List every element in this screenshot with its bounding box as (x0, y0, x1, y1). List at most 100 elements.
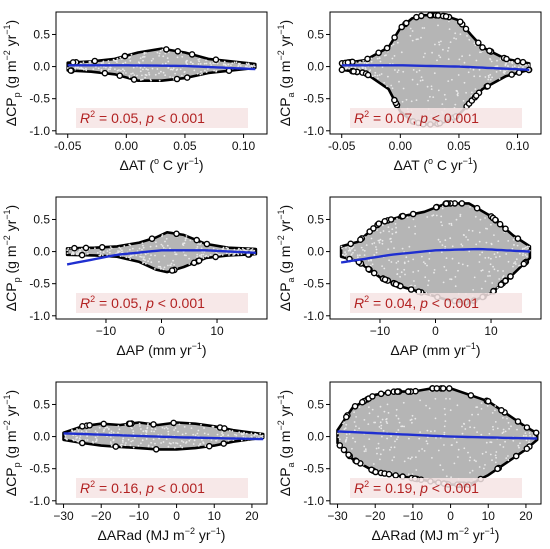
scatter-point (440, 215, 443, 218)
x-tick-label: -0.05 (328, 139, 356, 153)
scatter-point (490, 223, 492, 226)
scatter-point (501, 432, 504, 434)
scatter-point (150, 261, 153, 264)
scatter-point (476, 431, 478, 433)
x-axis-label-text2: yr (195, 527, 211, 543)
scatter-point (465, 91, 467, 94)
scatter-point (363, 450, 366, 453)
scatter-point (496, 251, 499, 254)
scatter-point-outlier (86, 421, 93, 429)
scatter-point (410, 284, 413, 287)
scatter-point (105, 66, 107, 69)
stat-r2-value: = 0.19, (369, 480, 420, 496)
scatter-point-outlier (462, 25, 470, 33)
scatter-point (128, 256, 131, 259)
scatter-point-outlier (523, 445, 531, 453)
scatter-point (121, 249, 123, 252)
scatter-point (478, 261, 481, 263)
scatter-point (381, 66, 384, 68)
scatter-point (109, 436, 112, 438)
scatter-point (418, 437, 421, 440)
scatter-point (450, 476, 452, 479)
scatter-point (74, 439, 77, 442)
scatter-point (443, 93, 446, 96)
scatter-point (237, 64, 240, 67)
scatter-point (488, 76, 490, 79)
scatter-point (151, 427, 153, 430)
scatter-point (206, 68, 209, 70)
scatter-point (468, 229, 470, 232)
scatter-point (344, 251, 346, 254)
scatter-point (235, 61, 238, 64)
scatter-point (74, 66, 77, 68)
scatter-point (463, 422, 465, 425)
x-axis-label: ΔAP (mm yr−1) (390, 341, 480, 358)
scatter-point (438, 43, 441, 46)
scatter-point (64, 434, 67, 437)
scatter-point (196, 256, 199, 258)
scatter-point (487, 78, 490, 81)
scatter-point (363, 249, 366, 252)
y-axis-label-sup2: −1 (2, 24, 12, 34)
scatter-point (154, 442, 156, 445)
scatter-point (355, 416, 357, 418)
scatter-point (371, 263, 374, 266)
x-tick-label: 0.05 (173, 139, 197, 153)
scatter-point (382, 230, 385, 232)
scatter-point (444, 245, 447, 248)
scatter-point (426, 85, 429, 88)
scatter-point (412, 69, 415, 71)
scatter-point (475, 460, 477, 463)
scatter-point (246, 248, 249, 250)
scatter-point (154, 254, 156, 257)
scatter-point (119, 247, 122, 250)
scatter-point (426, 429, 429, 432)
stat-background (76, 293, 248, 313)
x-tick-label: −20 (91, 509, 112, 523)
scatter-point (421, 27, 424, 29)
scatter-point (172, 67, 175, 70)
scatter-point (455, 218, 458, 221)
scatter-point (402, 401, 405, 404)
scatter-point-outlier (130, 76, 138, 83)
y-axis-label: ΔCPp (g m−2 yr−1) (2, 390, 22, 496)
scatter-point (197, 58, 200, 61)
scatter-point (162, 268, 165, 271)
scatter-point-outlier (391, 96, 398, 104)
scatter-point (490, 441, 493, 444)
x-axis-label-sup2: −1 (211, 526, 221, 536)
scatter-point (139, 425, 141, 427)
scatter-point (110, 430, 113, 433)
x-tick-label: −10 (96, 324, 117, 338)
scatter-point (516, 244, 519, 247)
x-axis-label: ΔAP (mm yr−1) (116, 341, 206, 358)
scatter-point (345, 66, 347, 69)
scatter-point-outlier (399, 212, 407, 220)
y-axis-label-sub: p (12, 92, 22, 97)
scatter-point (444, 420, 447, 422)
scatter-point (204, 445, 207, 447)
scatter-point (176, 56, 179, 59)
scatter-point (463, 447, 466, 450)
scatter-point (353, 429, 356, 432)
scatter-point (485, 241, 488, 244)
scatter-point (169, 76, 172, 78)
x-tick-label: 0 (158, 324, 165, 338)
scatter-point (411, 30, 414, 32)
scatter-point (148, 73, 151, 76)
scatter-point (492, 425, 494, 428)
scatter-point (213, 69, 216, 72)
scatter-point (128, 243, 131, 246)
scatter-point (495, 71, 498, 73)
scatter-point (156, 51, 159, 54)
scatter-point (430, 88, 433, 90)
scatter-point (132, 66, 135, 69)
scatter-point (81, 67, 84, 70)
scatter-point (73, 430, 76, 433)
scatter-point (417, 38, 419, 41)
scatter-point (131, 427, 133, 430)
y-tick-label: 0.0 (307, 60, 324, 74)
scatter-point (110, 442, 112, 445)
scatter-point (450, 222, 453, 225)
scatter-point (507, 260, 510, 263)
